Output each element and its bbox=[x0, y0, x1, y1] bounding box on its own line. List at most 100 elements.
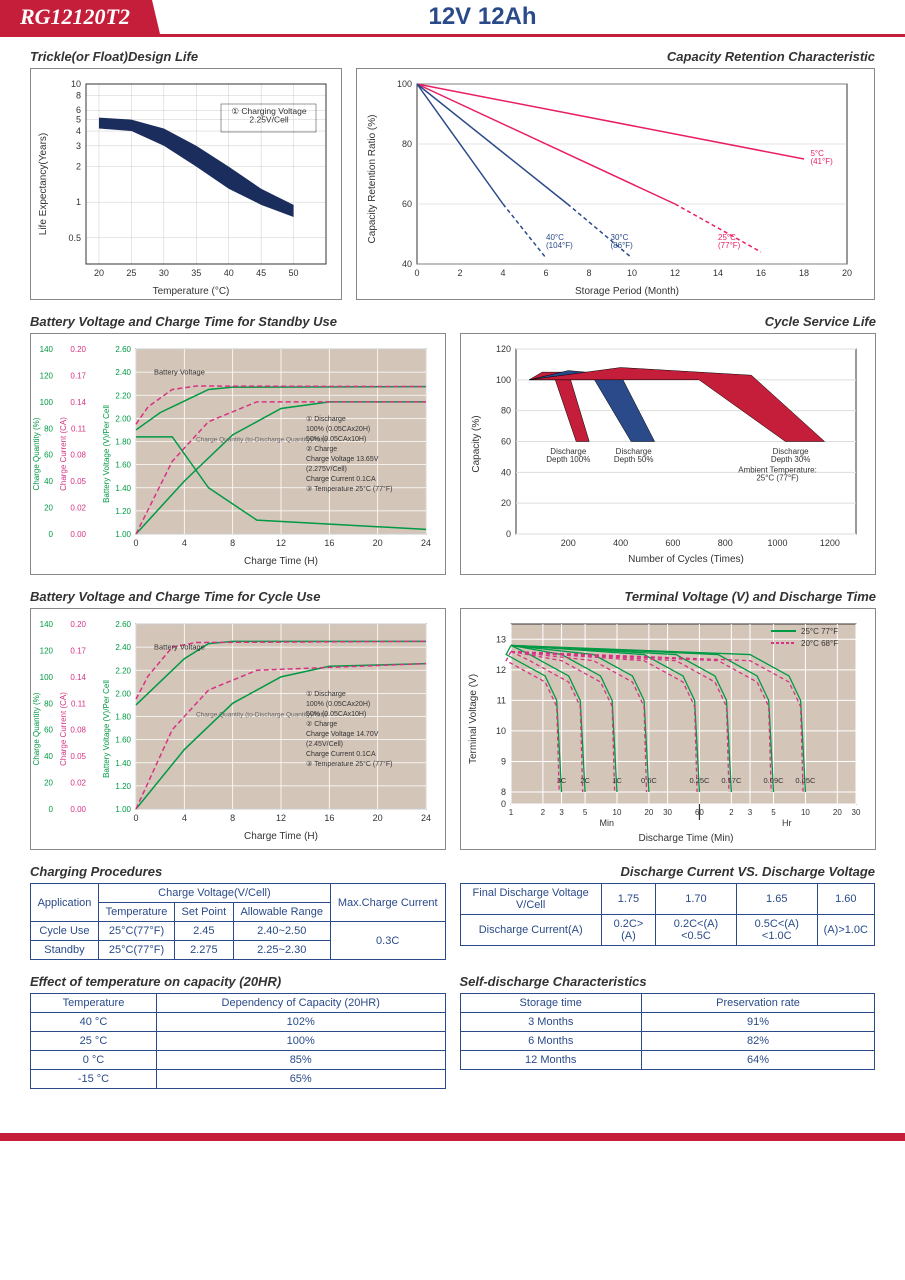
svg-text:Min: Min bbox=[599, 818, 614, 828]
svg-text:1000: 1000 bbox=[768, 538, 788, 548]
svg-text:2: 2 bbox=[729, 808, 734, 817]
svg-text:30: 30 bbox=[159, 268, 169, 278]
svg-text:140: 140 bbox=[40, 345, 54, 354]
svg-text:100: 100 bbox=[40, 398, 54, 407]
svg-text:Terminal Voltage (V): Terminal Voltage (V) bbox=[468, 674, 479, 764]
svg-text:120: 120 bbox=[496, 344, 511, 354]
svg-text:0.11: 0.11 bbox=[71, 699, 87, 708]
svg-text:10: 10 bbox=[71, 79, 81, 89]
svg-text:1C: 1C bbox=[612, 776, 622, 785]
svg-text:8: 8 bbox=[501, 787, 506, 797]
svg-text:0.08: 0.08 bbox=[70, 451, 86, 460]
svg-text:0.25C: 0.25C bbox=[689, 776, 710, 785]
svg-text:100: 100 bbox=[40, 673, 54, 682]
svg-text:Battery Voltage (V)/Per Cell: Battery Voltage (V)/Per Cell bbox=[102, 680, 111, 778]
svg-text:0.02: 0.02 bbox=[70, 779, 86, 788]
discharge-title: Terminal Voltage (V) and Discharge Time bbox=[460, 589, 876, 604]
svg-text:1.80: 1.80 bbox=[115, 438, 131, 447]
svg-text:Charge Quantity (%): Charge Quantity (%) bbox=[32, 417, 41, 490]
svg-text:0.05: 0.05 bbox=[70, 752, 86, 761]
svg-text:0.00: 0.00 bbox=[70, 530, 86, 539]
svg-text:13: 13 bbox=[496, 634, 506, 644]
tempcap-table: TemperatureDependency of Capacity (20HR)… bbox=[30, 993, 446, 1089]
svg-text:0: 0 bbox=[133, 538, 138, 548]
svg-text:2: 2 bbox=[76, 162, 81, 172]
svg-text:20: 20 bbox=[44, 504, 53, 513]
svg-text:2: 2 bbox=[541, 808, 546, 817]
svg-text:6: 6 bbox=[76, 105, 81, 115]
svg-text:1.00: 1.00 bbox=[115, 805, 131, 814]
svg-text:1.40: 1.40 bbox=[115, 484, 131, 493]
svg-text:Storage Period (Month): Storage Period (Month) bbox=[575, 286, 679, 297]
svg-text:80: 80 bbox=[501, 406, 511, 416]
svg-text:140: 140 bbox=[40, 620, 54, 629]
svg-text:0.17: 0.17 bbox=[70, 371, 86, 380]
svg-text:14: 14 bbox=[713, 268, 723, 278]
svg-text:40: 40 bbox=[44, 477, 53, 486]
svg-text:11: 11 bbox=[497, 695, 506, 705]
svg-text:10: 10 bbox=[801, 808, 810, 817]
svg-text:2C: 2C bbox=[580, 776, 590, 785]
svg-text:35: 35 bbox=[191, 268, 201, 278]
charging-title: Charging Procedures bbox=[30, 864, 446, 879]
svg-text:5: 5 bbox=[76, 115, 81, 125]
svg-text:1.00: 1.00 bbox=[115, 530, 131, 539]
svg-text:0.02: 0.02 bbox=[70, 504, 86, 513]
svg-text:100% (0.05CAx20H): 100% (0.05CAx20H) bbox=[306, 426, 370, 433]
svg-text:2.40: 2.40 bbox=[115, 368, 131, 377]
svg-text:0.20: 0.20 bbox=[70, 345, 86, 354]
retention-chart: 406080100024681012141618205°C(41°F)25°C(… bbox=[357, 69, 867, 299]
svg-text:20: 20 bbox=[644, 808, 653, 817]
svg-text:Charge Quantity (%): Charge Quantity (%) bbox=[32, 692, 41, 765]
svg-text:12: 12 bbox=[276, 813, 286, 823]
svg-text:3: 3 bbox=[76, 141, 81, 151]
svg-text:60: 60 bbox=[44, 451, 53, 460]
svg-text:Life Expectancy(Years): Life Expectancy(Years) bbox=[38, 133, 49, 235]
svg-text:1.60: 1.60 bbox=[115, 736, 131, 745]
svg-text:Battery Voltage: Battery Voltage bbox=[154, 367, 205, 376]
svg-text:③ Temperature 25°C (77°F): ③ Temperature 25°C (77°F) bbox=[306, 760, 392, 768]
svg-text:4: 4 bbox=[182, 813, 187, 823]
svg-text:1.20: 1.20 bbox=[115, 782, 131, 791]
svg-text:50: 50 bbox=[289, 268, 299, 278]
cyclelife-title: Cycle Service Life bbox=[460, 314, 876, 329]
svg-text:① Discharge: ① Discharge bbox=[306, 690, 346, 698]
svg-text:80: 80 bbox=[44, 424, 53, 433]
svg-text:0: 0 bbox=[501, 799, 506, 809]
svg-text:3: 3 bbox=[559, 808, 564, 817]
svg-text:0: 0 bbox=[506, 529, 511, 539]
svg-text:400: 400 bbox=[613, 538, 628, 548]
svg-text:8: 8 bbox=[230, 813, 235, 823]
svg-text:0.08: 0.08 bbox=[70, 726, 86, 735]
footer-bar bbox=[0, 1133, 905, 1141]
svg-text:0.14: 0.14 bbox=[70, 673, 86, 682]
svg-text:20: 20 bbox=[373, 538, 383, 548]
svg-text:② Charge: ② Charge bbox=[306, 720, 337, 728]
svg-text:0.5: 0.5 bbox=[68, 233, 81, 243]
svg-text:25: 25 bbox=[126, 268, 136, 278]
svg-text:16: 16 bbox=[324, 538, 334, 548]
svg-text:(2.275V/Cell): (2.275V/Cell) bbox=[306, 466, 347, 473]
svg-text:1: 1 bbox=[76, 197, 81, 207]
svg-text:DischargeDepth 50%: DischargeDepth 50% bbox=[614, 447, 654, 464]
standby-title: Battery Voltage and Charge Time for Stan… bbox=[30, 314, 446, 329]
svg-text:60: 60 bbox=[402, 199, 412, 209]
svg-text:Charge Current 0.1CA: Charge Current 0.1CA bbox=[306, 476, 376, 483]
svg-text:2.00: 2.00 bbox=[115, 414, 131, 423]
svg-text:20: 20 bbox=[833, 808, 842, 817]
svg-text:16: 16 bbox=[324, 813, 334, 823]
svg-text:1.80: 1.80 bbox=[115, 713, 131, 722]
svg-text:20: 20 bbox=[501, 498, 511, 508]
svg-text:4: 4 bbox=[500, 268, 505, 278]
dischargev-table: Final Discharge Voltage V/Cell1.751.701.… bbox=[460, 883, 876, 946]
svg-text:3C: 3C bbox=[557, 776, 567, 785]
svg-text:0.17C: 0.17C bbox=[721, 776, 742, 785]
svg-text:Temperature (°C): Temperature (°C) bbox=[153, 286, 230, 297]
cycleuse-title: Battery Voltage and Charge Time for Cycl… bbox=[30, 589, 446, 604]
trickle-title: Trickle(or Float)Design Life bbox=[30, 49, 342, 64]
svg-text:2.00: 2.00 bbox=[115, 689, 131, 698]
svg-text:20°C 68°F: 20°C 68°F bbox=[801, 639, 838, 648]
svg-text:Charge Time (H): Charge Time (H) bbox=[244, 831, 318, 842]
svg-text:20: 20 bbox=[44, 779, 53, 788]
svg-text:16: 16 bbox=[756, 268, 766, 278]
